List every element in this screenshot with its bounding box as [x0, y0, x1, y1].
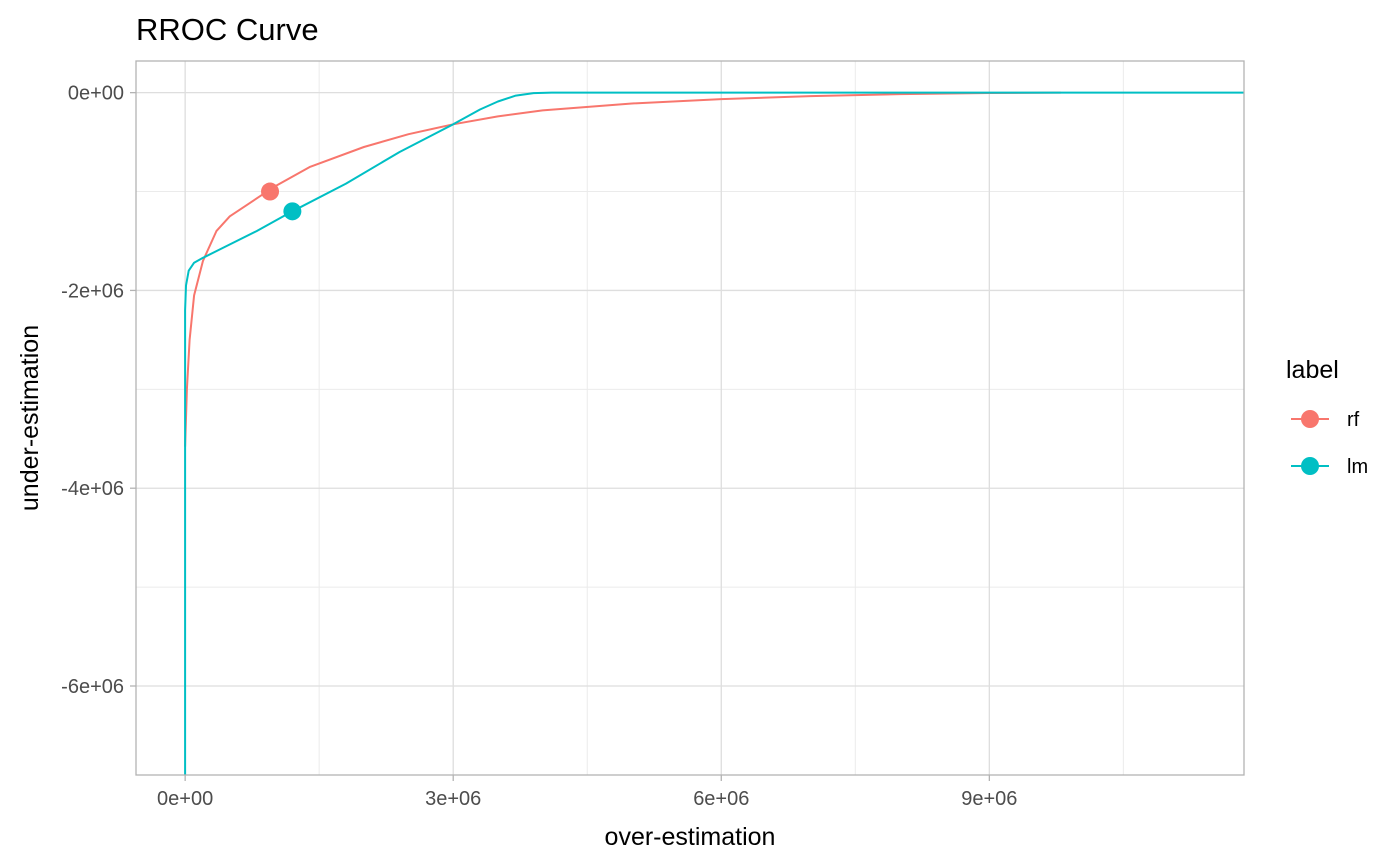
series-marker-lm — [283, 202, 302, 221]
series-markers — [261, 182, 302, 221]
x-tick-label: 6e+06 — [693, 788, 749, 810]
series-lines — [184, 91, 1244, 775]
panel-border — [135, 60, 1245, 776]
y-axis-title: under-estimation — [16, 325, 44, 511]
series-line-lm — [184, 91, 1244, 775]
y-tick-label: -2e+06 — [61, 280, 124, 302]
y-tick-label: 0e+00 — [68, 83, 124, 105]
legend: label rf lm — [1286, 356, 1368, 478]
y-tick-label: -4e+06 — [61, 478, 124, 500]
series-line-rf — [184, 91, 1061, 447]
x-tick-label: 3e+06 — [425, 788, 481, 810]
y-axis-ticks: 0e+00 -2e+06 -4e+06 -6e+06 — [61, 83, 136, 698]
legend-label-lm: lm — [1347, 456, 1368, 478]
chart-title: RROC Curve — [136, 12, 319, 47]
y-tick-label: -6e+06 — [61, 676, 124, 698]
legend-title: label — [1286, 356, 1339, 384]
x-tick-label: 9e+06 — [961, 788, 1017, 810]
x-tick-label: 0e+00 — [157, 788, 213, 810]
series-marker-rf — [261, 182, 280, 201]
grid — [136, 61, 1244, 775]
legend-key-point-rf — [1301, 410, 1319, 428]
legend-label-rf: rf — [1347, 409, 1360, 431]
x-axis-ticks: 0e+00 3e+06 6e+06 9e+06 — [157, 775, 1017, 810]
legend-key-point-lm — [1301, 457, 1319, 475]
x-axis-title: over-estimation — [605, 823, 776, 851]
